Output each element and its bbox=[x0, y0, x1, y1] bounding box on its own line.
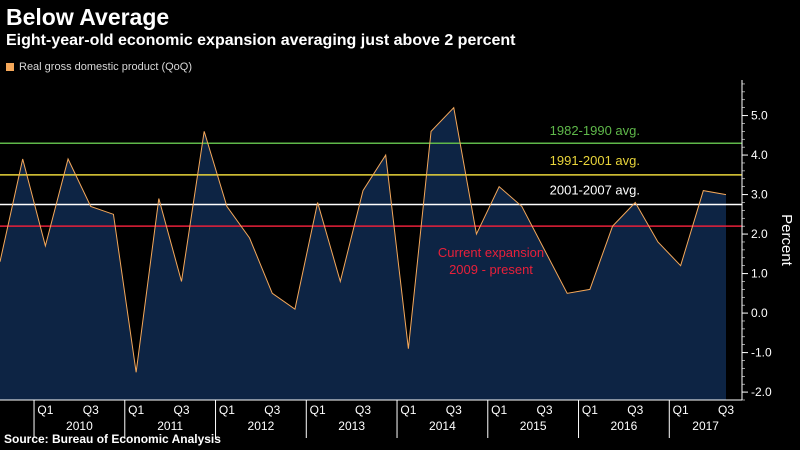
reference-label-1: 1991-2001 avg. bbox=[550, 153, 640, 168]
quarter-label-q1-2015: Q1 bbox=[491, 403, 507, 417]
quarter-label-q3-2014: Q3 bbox=[446, 403, 462, 417]
legend-swatch bbox=[6, 63, 14, 71]
quarter-label-q1-2012: Q1 bbox=[219, 403, 235, 417]
gdp-area bbox=[0, 107, 726, 401]
quarter-label-q3-2012: Q3 bbox=[264, 403, 280, 417]
quarter-label-q1-2010: Q1 bbox=[37, 403, 53, 417]
year-label-2011: 2011 bbox=[157, 419, 183, 433]
quarter-label-q3-2015: Q3 bbox=[536, 403, 552, 417]
y-axis-title: Percent bbox=[778, 214, 795, 267]
quarter-label-q3-2011: Q3 bbox=[173, 403, 189, 417]
reference-label-2: 2001-2007 avg. bbox=[550, 182, 640, 197]
legend-label: Real gross domestic product (QoQ) bbox=[19, 61, 193, 73]
year-label-2012: 2012 bbox=[248, 419, 275, 433]
y-tick-label-7: 5.0 bbox=[751, 109, 768, 123]
y-tick-label-3: 1.0 bbox=[751, 267, 768, 281]
y-tick-label-4: 2.0 bbox=[751, 227, 768, 241]
quarter-label-q3-2013: Q3 bbox=[355, 403, 371, 417]
year-label-2014: 2014 bbox=[429, 419, 456, 433]
quarter-label-q1-2014: Q1 bbox=[400, 403, 416, 417]
quarter-label-q1-2016: Q1 bbox=[582, 403, 598, 417]
year-label-2010: 2010 bbox=[66, 419, 93, 433]
chart-title: Below Average bbox=[6, 4, 170, 30]
y-tick-label-0: -2.0 bbox=[751, 385, 772, 399]
y-tick-label-5: 3.0 bbox=[751, 188, 768, 202]
year-label-2013: 2013 bbox=[338, 419, 365, 433]
quarter-label-q3-2017: Q3 bbox=[718, 403, 734, 417]
year-label-2015: 2015 bbox=[520, 419, 547, 433]
year-label-2017: 2017 bbox=[692, 419, 719, 433]
y-tick-label-6: 4.0 bbox=[751, 148, 768, 162]
source-note: Source: Bureau of Economic Analysis bbox=[4, 432, 221, 446]
reference-label-0: 1982-1990 avg. bbox=[550, 123, 640, 138]
chart-subtitle: Eight-year-old economic expansion averag… bbox=[6, 32, 516, 49]
quarter-label-q1-2013: Q1 bbox=[310, 403, 326, 417]
quarter-label-q1-2017: Q1 bbox=[673, 403, 689, 417]
y-tick-label-1: -1.0 bbox=[751, 346, 772, 360]
current-expansion-label-line2: 2009 - present bbox=[449, 262, 533, 277]
y-tick-label-2: 0.0 bbox=[751, 306, 768, 320]
current-expansion-label-line1: Current expansion bbox=[438, 245, 544, 260]
year-label-2016: 2016 bbox=[611, 419, 638, 433]
gdp-line bbox=[0, 106, 727, 373]
quarter-label-q3-2010: Q3 bbox=[83, 403, 99, 417]
quarter-label-q1-2011: Q1 bbox=[128, 403, 144, 417]
legend: Real gross domestic product (QoQ) bbox=[6, 61, 192, 73]
quarter-label-q3-2016: Q3 bbox=[627, 403, 643, 417]
